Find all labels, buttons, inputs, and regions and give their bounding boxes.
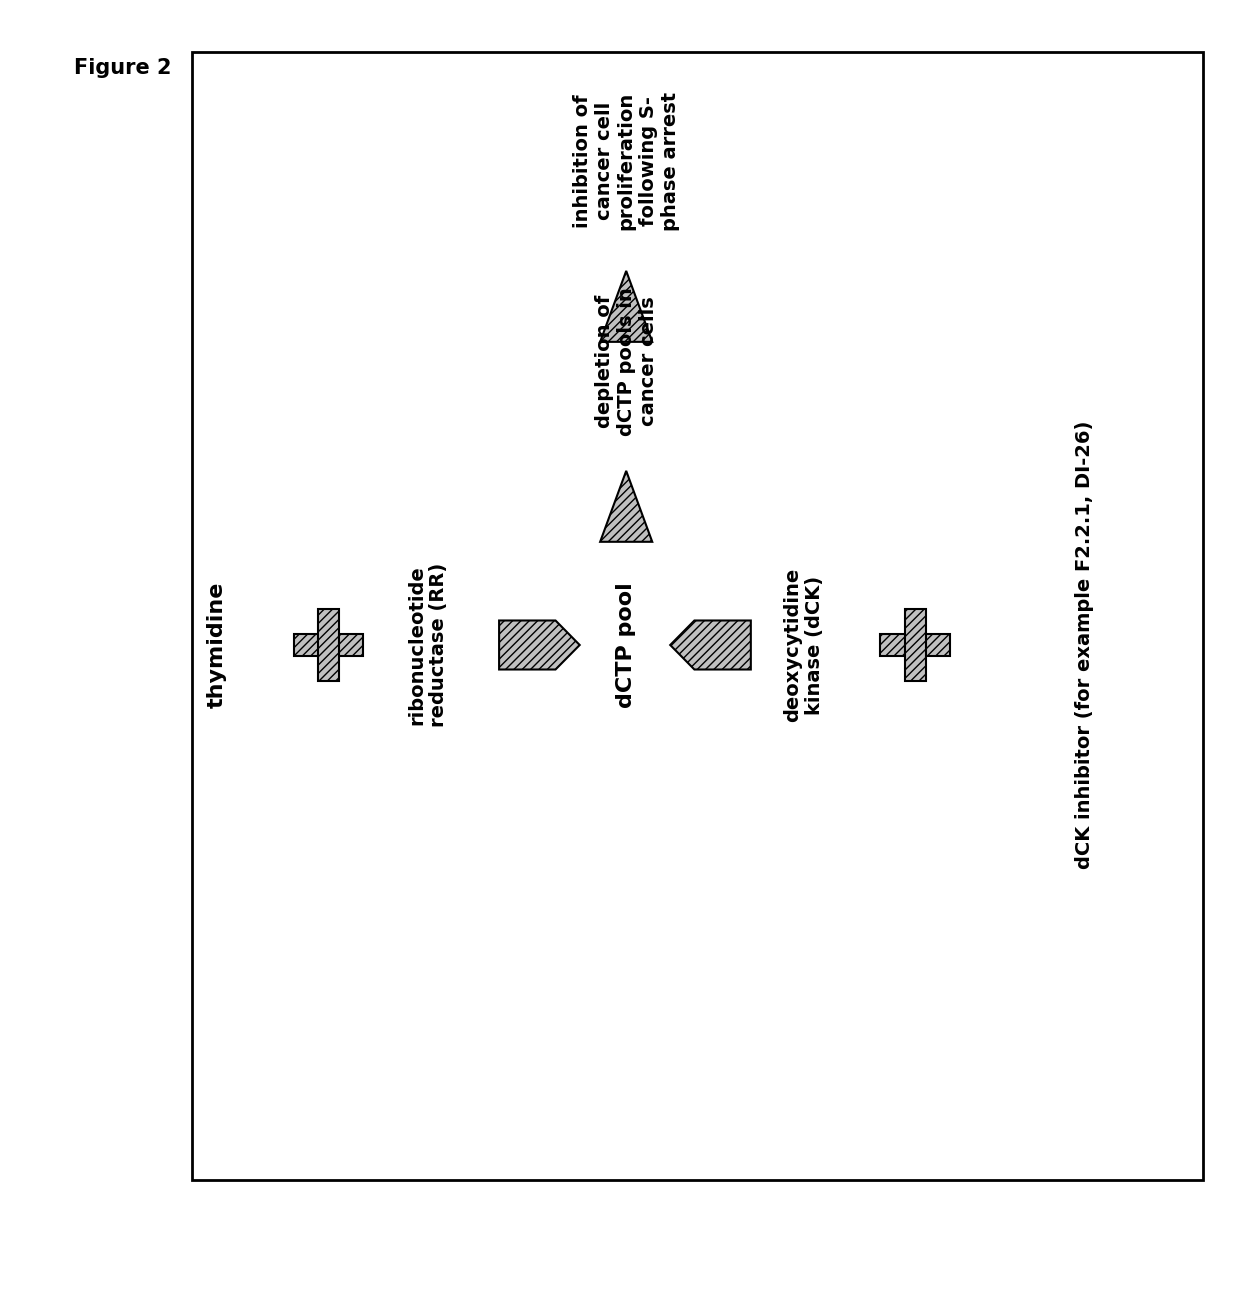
Polygon shape (880, 635, 950, 655)
Text: dCK inhibitor (for example F2.2.1, DI-26): dCK inhibitor (for example F2.2.1, DI-26… (1075, 421, 1095, 869)
Text: dCTP pool: dCTP pool (616, 582, 636, 708)
Text: deoxycytidine
kinase (dCK): deoxycytidine kinase (dCK) (782, 568, 825, 722)
Polygon shape (498, 620, 580, 670)
Bar (192, 52, 1203, 1180)
Polygon shape (670, 620, 750, 670)
Text: ribonucleotide
reductase (RR): ribonucleotide reductase (RR) (407, 562, 449, 728)
Polygon shape (905, 609, 925, 681)
Text: depletion of
dCTP pools in
cancer cells: depletion of dCTP pools in cancer cells (595, 286, 657, 436)
Polygon shape (600, 271, 652, 342)
Polygon shape (317, 609, 340, 681)
Text: inhibition of
cancer cell
proliferation
following S-
phase arrest: inhibition of cancer cell proliferation … (573, 92, 680, 231)
Polygon shape (294, 635, 363, 655)
Text: Figure 2: Figure 2 (74, 58, 172, 79)
Polygon shape (600, 471, 652, 542)
Text: thymidine: thymidine (207, 582, 227, 708)
